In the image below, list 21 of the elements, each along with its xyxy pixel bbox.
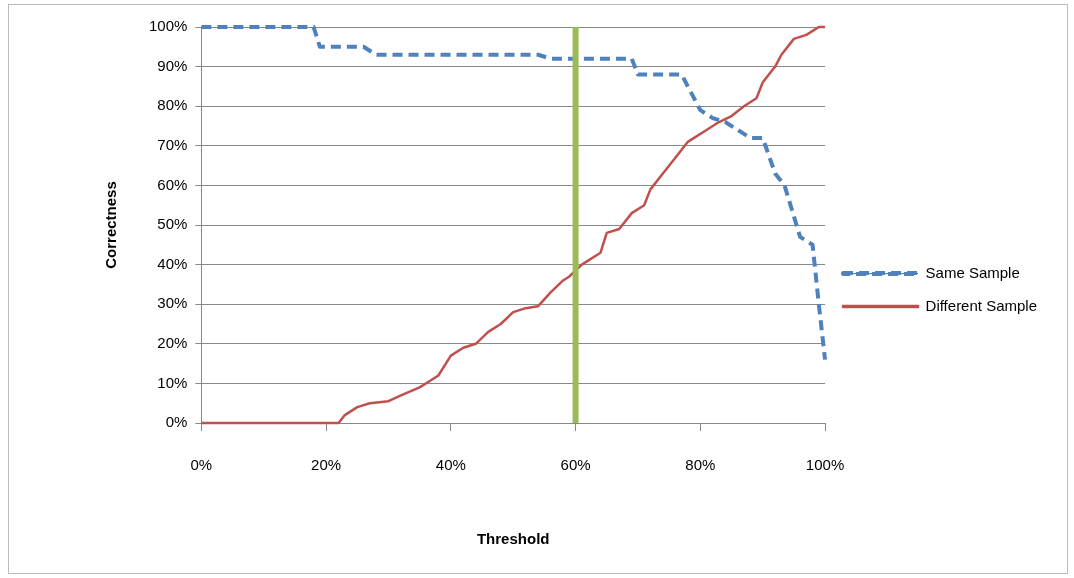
x-tick-label: 20% (311, 456, 342, 474)
y-tick-label: 60% (157, 175, 188, 193)
x-tick-label: 80% (685, 456, 716, 474)
y-tick-label: 50% (157, 215, 188, 233)
y-tick-label: 100% (148, 17, 188, 35)
y-tick-label: 40% (157, 254, 188, 272)
legend-label: Same Sample (925, 263, 1020, 281)
y-tick-label: 0% (165, 413, 188, 431)
x-tick-label: 60% (560, 456, 591, 474)
x-tick-label: 100% (805, 456, 845, 474)
y-tick-label: 10% (157, 373, 188, 391)
y-tick-label: 20% (157, 333, 188, 351)
x-tick-label: 0% (190, 456, 213, 474)
y-tick-label: 90% (157, 56, 188, 74)
y-tick-label: 30% (157, 294, 188, 312)
x-axis-title: Threshold (476, 530, 550, 548)
y-tick-label: 80% (157, 96, 188, 114)
y-tick-label: 70% (157, 135, 188, 153)
y-axis-title: Correctness (102, 181, 120, 269)
legend-label: Different Sample (925, 296, 1038, 314)
x-tick-label: 40% (435, 456, 466, 474)
